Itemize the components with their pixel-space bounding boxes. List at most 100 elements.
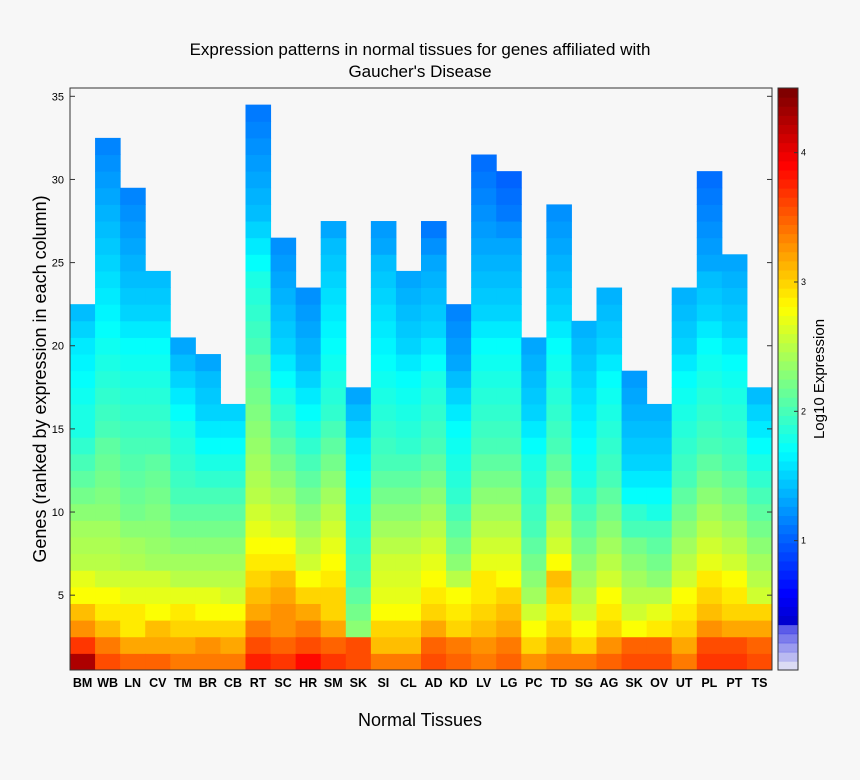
heatmap-cell bbox=[270, 453, 297, 471]
heatmap-cell bbox=[245, 536, 272, 555]
colorbar-bin bbox=[778, 251, 798, 262]
heatmap-cell bbox=[546, 503, 572, 521]
heatmap-cell bbox=[746, 603, 773, 621]
heatmap-cell bbox=[571, 387, 597, 405]
heatmap-cell bbox=[145, 354, 171, 372]
y-tick-label: 35 bbox=[52, 91, 64, 103]
heatmap-cell bbox=[145, 553, 171, 571]
heatmap-cell bbox=[295, 354, 322, 372]
heatmap-cell bbox=[746, 420, 773, 438]
heatmap-cell bbox=[145, 420, 171, 438]
heatmap-cell bbox=[120, 254, 146, 272]
colorbar-bin bbox=[778, 106, 798, 116]
heatmap-cell bbox=[345, 487, 372, 505]
heatmap-cell bbox=[721, 337, 748, 355]
heatmap-cell bbox=[746, 437, 773, 455]
colorbar-tick-label: 4 bbox=[801, 148, 806, 158]
heatmap-cell bbox=[195, 403, 221, 422]
heatmap-cell bbox=[120, 221, 146, 239]
heatmap-cell bbox=[471, 171, 497, 189]
heatmap-cell bbox=[95, 304, 121, 322]
heatmap-cell bbox=[671, 487, 698, 505]
heatmap-cell bbox=[496, 320, 522, 338]
heatmap-cell bbox=[596, 337, 623, 355]
x-tick-label: PT bbox=[726, 676, 742, 690]
colorbar-bin bbox=[778, 406, 798, 416]
heatmap-cell bbox=[546, 420, 572, 438]
heatmap-cell bbox=[721, 620, 748, 638]
heatmap-cell bbox=[95, 387, 121, 405]
heatmap-cell bbox=[145, 520, 171, 538]
heatmap-cell bbox=[496, 370, 522, 388]
heatmap-cell bbox=[646, 536, 673, 555]
x-tick-label: WB bbox=[97, 676, 118, 690]
heatmap-cell bbox=[721, 586, 748, 604]
heatmap-cell bbox=[145, 270, 171, 289]
heatmap-cell bbox=[621, 570, 648, 588]
heatmap-cell bbox=[421, 520, 447, 538]
colorbar-bin bbox=[778, 633, 798, 644]
heatmap-cell bbox=[295, 387, 322, 405]
heatmap-cell bbox=[95, 536, 121, 555]
heatmap-cell bbox=[295, 653, 322, 671]
heatmap-cell bbox=[70, 437, 96, 455]
heatmap-cell bbox=[646, 420, 673, 438]
heatmap-cell bbox=[471, 453, 497, 471]
heatmap-cell bbox=[120, 370, 146, 388]
heatmap-cell bbox=[646, 437, 673, 455]
heatmap-cell bbox=[120, 320, 146, 338]
heatmap-cell bbox=[145, 287, 171, 305]
heatmap-cell bbox=[446, 653, 472, 671]
heatmap-cell bbox=[446, 304, 472, 322]
colorbar-bin bbox=[778, 533, 798, 544]
heatmap-cell bbox=[571, 586, 597, 604]
heatmap-cell bbox=[395, 304, 422, 322]
heatmap-cell bbox=[571, 636, 597, 654]
heatmap-cell bbox=[145, 603, 171, 621]
heatmap-cell bbox=[95, 154, 121, 172]
heatmap-cell bbox=[571, 553, 597, 571]
heatmap-cell bbox=[671, 570, 698, 588]
heatmap-cell bbox=[370, 470, 397, 488]
colorbar-bin bbox=[778, 506, 798, 516]
heatmap-cell bbox=[95, 337, 121, 355]
chart-title-line1: Expression patterns in normal tissues fo… bbox=[190, 40, 651, 59]
heatmap-cell bbox=[571, 337, 597, 355]
heatmap-cell bbox=[370, 437, 397, 455]
heatmap-cell bbox=[95, 470, 121, 488]
heatmap-cell bbox=[596, 437, 623, 455]
heatmap-cell bbox=[145, 487, 171, 505]
heatmap-cell bbox=[671, 636, 698, 654]
heatmap-cell bbox=[696, 403, 723, 422]
heatmap-cell bbox=[646, 487, 673, 505]
heatmap-cell bbox=[370, 370, 397, 388]
heatmap-cell bbox=[421, 603, 447, 621]
colorbar-bin bbox=[778, 424, 798, 435]
heatmap-cell bbox=[571, 354, 597, 372]
heatmap-cell bbox=[696, 171, 723, 189]
heatmap-cell bbox=[70, 603, 96, 621]
heatmap-cell bbox=[245, 453, 272, 471]
heatmap-cell bbox=[220, 553, 246, 571]
heatmap-cell bbox=[95, 636, 121, 654]
heatmap-cell bbox=[370, 320, 397, 338]
heatmap-cell bbox=[471, 204, 497, 222]
heatmap-cell bbox=[145, 470, 171, 488]
heatmap-cell bbox=[721, 636, 748, 654]
heatmap-cell bbox=[746, 653, 773, 671]
heatmap-cell bbox=[195, 420, 221, 438]
heatmap-cell bbox=[746, 520, 773, 538]
heatmap-cell bbox=[496, 487, 522, 505]
heatmap-cell bbox=[446, 337, 472, 355]
heatmap-cell bbox=[70, 653, 96, 671]
heatmap-cell bbox=[696, 437, 723, 455]
heatmap-cell bbox=[270, 586, 297, 604]
heatmap-cell bbox=[521, 354, 547, 372]
heatmap-cell bbox=[596, 636, 623, 654]
heatmap-cell bbox=[270, 503, 297, 521]
heatmap-cell bbox=[295, 536, 322, 555]
heatmap-cell bbox=[696, 354, 723, 372]
heatmap-cell bbox=[546, 204, 572, 222]
colorbar-bin bbox=[778, 542, 798, 553]
heatmap-cell bbox=[345, 420, 372, 438]
